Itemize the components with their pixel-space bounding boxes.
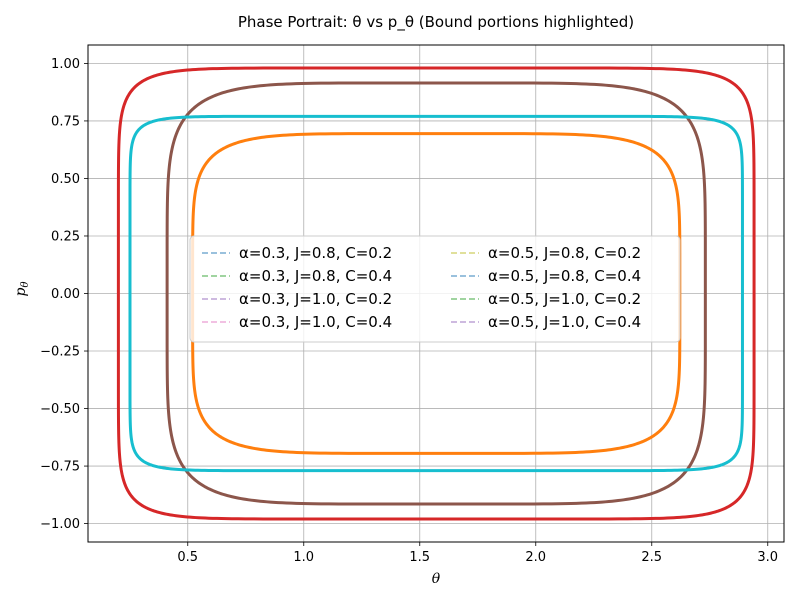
x-tick-label: 1.0 bbox=[293, 550, 314, 565]
x-tick-label: 0.5 bbox=[177, 550, 198, 565]
legend-label: α=0.5, J=1.0, C=0.2 bbox=[488, 290, 641, 308]
x-tick-label: 2.5 bbox=[641, 550, 662, 565]
legend-label: α=0.3, J=1.0, C=0.2 bbox=[239, 290, 392, 308]
y-tick-label: −0.75 bbox=[40, 460, 80, 475]
legend-box bbox=[189, 235, 681, 343]
x-tick-label: 3.0 bbox=[757, 550, 778, 565]
y-tick-label: −0.25 bbox=[40, 345, 80, 360]
chart-title: Phase Portrait: θ vs p_θ (Bound portions… bbox=[238, 13, 634, 32]
ticks: 0.5 1.0 1.5 2.0 2.5 3.0 −1.00 −0.75 −0.50 −0.25 0.… bbox=[40, 57, 778, 565]
y-tick-label: 1.00 bbox=[51, 57, 80, 72]
series-line bbox=[128, 114, 744, 473]
x-axis-title: θ bbox=[432, 571, 441, 587]
series-line bbox=[116, 66, 756, 521]
y-tick-label: 0.00 bbox=[51, 287, 80, 302]
legend-label: α=0.5, J=1.0, C=0.4 bbox=[488, 313, 641, 331]
y-axis-title-main: p bbox=[13, 288, 29, 297]
y-axis-title-subscript: θ bbox=[20, 282, 31, 288]
legend-label: α=0.3, J=1.0, C=0.4 bbox=[239, 313, 392, 331]
y-tick-label: −0.50 bbox=[40, 402, 80, 417]
legend-label: α=0.3, J=0.8, C=0.2 bbox=[239, 244, 392, 262]
y-axis-title: pθ bbox=[13, 282, 31, 297]
x-tick-label: 2.0 bbox=[525, 550, 546, 565]
x-tick-label: 1.5 bbox=[409, 550, 430, 565]
series-line bbox=[165, 81, 707, 506]
y-tick-label: 0.50 bbox=[51, 172, 80, 187]
legend-label: α=0.5, J=0.8, C=0.4 bbox=[488, 267, 641, 285]
y-tick-label: 0.75 bbox=[51, 114, 80, 129]
legend: α=0.3, J=0.8, C=0.2 α=0.3, J=0.8, C=0.4 α=… bbox=[189, 235, 681, 343]
legend-label: α=0.5, J=0.8, C=0.2 bbox=[488, 244, 641, 262]
legend-label: α=0.3, J=0.8, C=0.4 bbox=[239, 267, 392, 285]
y-tick-label: 0.25 bbox=[51, 229, 80, 244]
y-tick-label: −1.00 bbox=[40, 517, 80, 532]
